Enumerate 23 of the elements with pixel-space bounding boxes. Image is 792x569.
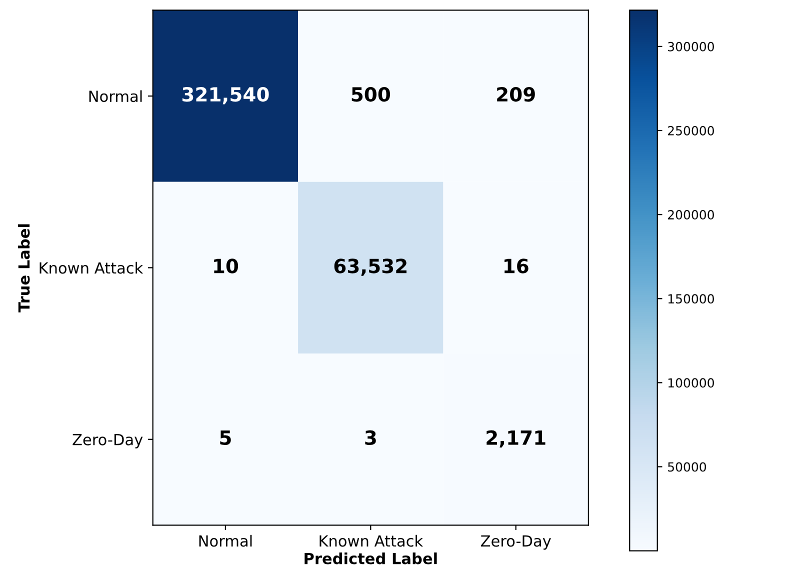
- x-tick-label: Normal: [199, 534, 252, 547]
- color-bar-label: 150000: [668, 294, 714, 304]
- color-bar-label: 300000: [668, 42, 714, 52]
- data-label: 2,171: [486, 430, 546, 448]
- data-label: 209: [497, 87, 535, 102]
- data-label: 321,540: [182, 87, 269, 104]
- data-label: 16: [504, 258, 528, 274]
- color-bar-label: 100000: [668, 378, 714, 388]
- color-bar-label: 50000: [668, 462, 706, 472]
- data-label: 500: [352, 87, 390, 102]
- x-tick-label: Zero-Day: [480, 535, 551, 550]
- y-tick-label: Known Attack: [40, 262, 144, 274]
- data-label: 63,532: [334, 258, 406, 276]
- x-axis-title: Predicted Label: [304, 552, 437, 564]
- y-tick-label: Zero-Day: [72, 434, 143, 448]
- data-label: 10: [214, 258, 238, 274]
- y-tick-label: Normal: [89, 90, 142, 102]
- x-tick-label: Known Attack: [320, 534, 424, 547]
- y-axis-title: True Label: [18, 224, 30, 312]
- color-bar-label: 250000: [668, 126, 714, 136]
- data-label: 5: [220, 430, 231, 446]
- data-label: 3: [365, 430, 376, 446]
- color-bar-label: 200000: [668, 210, 714, 220]
